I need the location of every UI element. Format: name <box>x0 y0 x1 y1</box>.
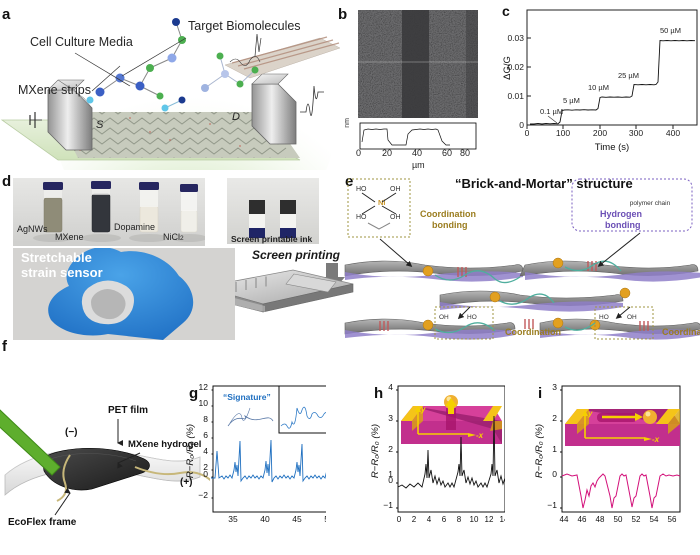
svg-text:300: 300 <box>629 128 643 138</box>
svg-text:ΔG/G: ΔG/G <box>502 56 513 80</box>
svg-text:OH: OH <box>390 214 401 221</box>
svg-text:S: S <box>96 119 104 131</box>
svg-text:10: 10 <box>470 515 479 523</box>
svg-text:35: 35 <box>228 514 238 523</box>
svg-text:“Signature”: “Signature” <box>223 392 271 402</box>
svg-text:R−R₀/R₀ (%): R−R₀/R₀ (%) <box>535 424 545 478</box>
svg-text:bonding: bonding <box>432 220 468 230</box>
svg-text:3: 3 <box>388 413 393 423</box>
svg-text:(−): (−) <box>65 427 78 438</box>
svg-text:y: y <box>420 405 426 414</box>
svg-text:HO: HO <box>356 214 367 221</box>
svg-text:−1: −1 <box>383 500 393 510</box>
svg-text:R−R₀/R₀ (%): R−R₀/R₀ (%) <box>371 424 381 478</box>
svg-text:0.1 µM: 0.1 µM <box>540 107 563 116</box>
svg-text:0: 0 <box>552 469 557 479</box>
svg-text:0: 0 <box>519 120 524 130</box>
svg-text:4: 4 <box>427 515 432 523</box>
svg-text:Ni: Ni <box>378 198 386 207</box>
svg-text:MXene strips: MXene strips <box>18 83 91 97</box>
svg-text:polymer chain: polymer chain <box>630 200 671 207</box>
svg-text:“Brick-and-Mortar” structure: “Brick-and-Mortar” structure <box>455 176 633 191</box>
svg-text:0: 0 <box>525 128 530 138</box>
svg-text:3: 3 <box>552 383 557 392</box>
svg-text:0: 0 <box>397 515 402 523</box>
svg-text:45: 45 <box>292 514 302 523</box>
svg-text:400: 400 <box>666 128 680 138</box>
svg-text:HO: HO <box>356 186 367 193</box>
svg-text:HO: HO <box>599 314 609 321</box>
svg-text:OH: OH <box>627 314 637 321</box>
svg-text:0: 0 <box>388 475 393 485</box>
svg-text:2: 2 <box>388 444 393 454</box>
svg-text:10: 10 <box>199 398 209 408</box>
svg-text:Coordination: Coordination <box>662 327 700 337</box>
svg-text:8: 8 <box>203 414 208 424</box>
svg-text:−2: −2 <box>198 490 208 500</box>
svg-text:Coordination: Coordination <box>505 327 561 337</box>
svg-text:14: 14 <box>500 515 505 523</box>
svg-text:y: y <box>587 409 593 418</box>
svg-text:g: g <box>189 385 198 402</box>
svg-text:Cell Culture Media: Cell Culture Media <box>30 35 133 49</box>
svg-text:48: 48 <box>596 515 605 523</box>
svg-text:6: 6 <box>203 430 208 440</box>
svg-text:5 µM: 5 µM <box>563 96 580 105</box>
svg-text:52: 52 <box>632 515 641 523</box>
svg-text:12: 12 <box>199 383 209 392</box>
svg-text:PET film: PET film <box>108 405 148 416</box>
svg-text:0.03: 0.03 <box>507 33 524 43</box>
svg-text:Coordination: Coordination <box>420 209 476 219</box>
svg-text:46: 46 <box>578 515 587 523</box>
svg-text:-x: -x <box>652 435 660 444</box>
svg-text:4: 4 <box>388 383 393 392</box>
svg-text:Hydrogen: Hydrogen <box>600 209 642 219</box>
svg-text:EcoFlex frame: EcoFlex frame <box>8 517 77 528</box>
svg-text:4: 4 <box>203 446 208 456</box>
svg-text:-x: -x <box>476 431 484 440</box>
svg-text:OH: OH <box>390 186 401 193</box>
svg-text:bonding: bonding <box>605 220 641 230</box>
svg-text:i: i <box>538 385 542 402</box>
svg-text:40: 40 <box>260 514 270 523</box>
svg-text:D: D <box>232 111 240 123</box>
svg-text:25 µM: 25 µM <box>618 71 639 80</box>
svg-text:OH: OH <box>439 314 449 321</box>
svg-text:12: 12 <box>485 515 494 523</box>
svg-text:−1: −1 <box>547 500 557 510</box>
svg-text:HO: HO <box>467 314 477 321</box>
svg-text:54: 54 <box>650 515 659 523</box>
svg-text:10 µM: 10 µM <box>588 83 609 92</box>
svg-text:56: 56 <box>668 515 677 523</box>
svg-text:2: 2 <box>412 515 417 523</box>
svg-text:R−R₀/R₀ (%): R−R₀/R₀ (%) <box>186 424 196 478</box>
svg-text:Time (s): Time (s) <box>595 142 629 153</box>
svg-text:50 µM: 50 µM <box>660 26 681 35</box>
svg-text:0.01: 0.01 <box>507 91 524 101</box>
svg-text:1: 1 <box>552 444 557 454</box>
svg-text:100: 100 <box>556 128 570 138</box>
svg-text:8: 8 <box>457 515 462 523</box>
svg-text:200: 200 <box>593 128 607 138</box>
svg-text:50: 50 <box>324 514 326 523</box>
svg-text:2: 2 <box>552 413 557 423</box>
svg-text:50: 50 <box>614 515 623 523</box>
svg-text:Target Biomolecules: Target Biomolecules <box>188 19 301 33</box>
svg-text:6: 6 <box>442 515 447 523</box>
svg-text:0: 0 <box>203 469 208 479</box>
svg-text:44: 44 <box>560 515 569 523</box>
svg-text:c: c <box>502 3 510 19</box>
svg-text:h: h <box>374 385 383 402</box>
